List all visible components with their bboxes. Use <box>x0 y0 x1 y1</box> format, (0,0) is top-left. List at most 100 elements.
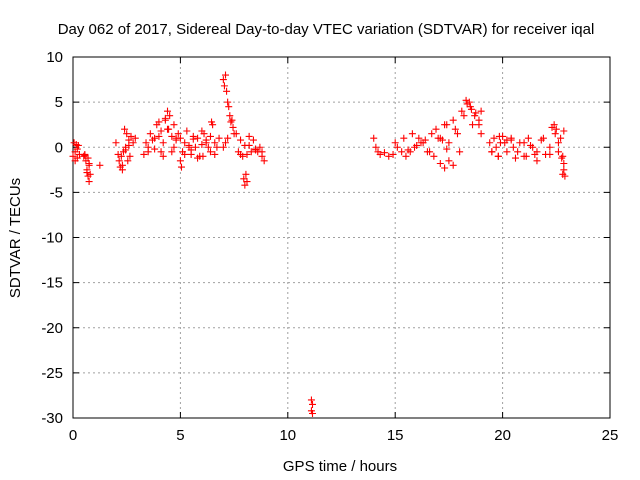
x-tick-label: 10 <box>279 427 296 444</box>
x-tick-label: 0 <box>69 427 77 444</box>
data-point <box>559 170 567 178</box>
data-point <box>243 150 251 158</box>
data-point <box>168 132 176 140</box>
data-point <box>85 178 93 186</box>
data-point <box>560 127 568 135</box>
data-point <box>181 150 189 158</box>
data-point <box>558 154 566 162</box>
data-point <box>84 154 92 162</box>
data-point <box>477 130 485 138</box>
data-point <box>206 148 214 156</box>
y-tick-label: -25 <box>41 365 63 382</box>
data-point <box>511 154 519 162</box>
data-point <box>157 127 165 135</box>
data-point <box>127 132 135 140</box>
data-point <box>462 96 470 104</box>
data-point <box>69 152 77 160</box>
data-point <box>441 164 449 172</box>
data-point <box>211 139 219 147</box>
data-point <box>198 127 206 135</box>
data-point <box>224 98 232 106</box>
data-point <box>86 170 94 178</box>
data-point <box>524 134 532 142</box>
data-point <box>514 148 522 156</box>
data-point <box>174 130 182 138</box>
data-point <box>449 161 457 169</box>
y-tick-label: 5 <box>55 94 63 111</box>
data-point <box>112 139 120 147</box>
data-point <box>198 141 206 149</box>
data-point <box>189 132 197 140</box>
data-point <box>475 121 483 129</box>
data-point <box>211 150 219 158</box>
data-point <box>307 396 315 404</box>
data-point <box>503 136 511 144</box>
data-point <box>477 107 485 115</box>
data-point <box>242 170 250 178</box>
data-point <box>121 125 129 133</box>
data-point <box>554 148 562 156</box>
data-point <box>199 152 207 160</box>
data-point <box>557 134 565 142</box>
data-point <box>451 125 459 133</box>
data-point <box>166 112 174 120</box>
data-point <box>458 107 466 115</box>
data-point <box>220 82 228 90</box>
data-point <box>415 134 423 142</box>
data-point <box>389 150 397 158</box>
data-point <box>469 121 477 129</box>
data-point <box>522 152 530 160</box>
data-point <box>533 157 541 165</box>
data-point <box>309 409 317 417</box>
data-point <box>71 157 79 165</box>
data-point <box>249 136 257 144</box>
data-point <box>460 112 468 120</box>
data-point <box>222 71 230 79</box>
data-point <box>560 159 568 167</box>
data-point <box>83 166 91 174</box>
data-point <box>400 134 408 142</box>
data-point <box>443 145 451 153</box>
data-point <box>183 127 191 135</box>
y-tick-label: -30 <box>41 410 63 427</box>
data-point <box>213 143 221 151</box>
data-point <box>172 134 180 142</box>
data-point <box>520 139 528 147</box>
data-point <box>438 136 446 144</box>
data-point <box>554 139 562 147</box>
data-point <box>309 400 317 408</box>
data-point <box>527 141 535 149</box>
data-point <box>393 143 401 151</box>
chart-title: Day 062 of 2017, Sidereal Day-to-day VTE… <box>58 21 595 38</box>
data-point <box>85 159 93 167</box>
data-point <box>432 125 440 133</box>
data-point <box>430 152 438 160</box>
data-point <box>398 148 406 156</box>
data-point <box>428 130 436 138</box>
data-point <box>191 143 199 151</box>
data-point <box>434 134 442 142</box>
y-tick-label: -10 <box>41 230 63 247</box>
data-point <box>559 152 567 160</box>
data-point <box>187 146 195 154</box>
data-point <box>370 134 378 142</box>
data-point <box>222 139 230 147</box>
data-point <box>494 152 502 160</box>
data-point <box>232 130 240 138</box>
data-point <box>408 130 416 138</box>
data-point <box>155 118 163 126</box>
data-point <box>124 157 132 165</box>
data-point <box>181 139 189 147</box>
data-point <box>436 159 444 167</box>
data-point <box>208 118 216 126</box>
data-point <box>151 134 159 142</box>
data-point <box>96 161 104 169</box>
data-point <box>170 143 178 151</box>
data-point <box>226 112 234 120</box>
data-point <box>509 143 517 151</box>
data-point <box>117 152 125 160</box>
data-point <box>495 132 503 140</box>
data-point <box>456 148 464 156</box>
data-point <box>142 139 150 147</box>
data-point <box>177 163 185 171</box>
